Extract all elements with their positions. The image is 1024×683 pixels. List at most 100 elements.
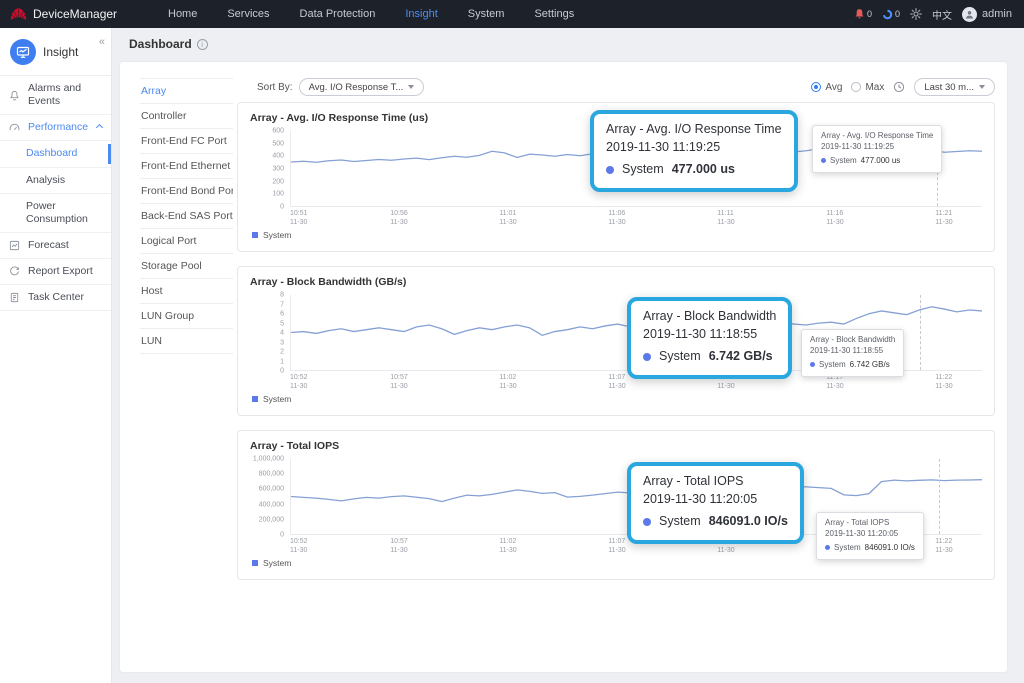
x-tick-date: 11-30 [290, 219, 308, 227]
sort-by-value: Avg. I/O Response T... [308, 81, 404, 93]
y-axis-labels: 1,000,000 800,000 600,000 400,000 200,000 0 [250, 456, 290, 539]
sidebar-item-alarms-and-events[interactable]: Alarms and Events [0, 76, 111, 116]
category-lun[interactable]: LUN [140, 329, 233, 354]
sidebar-item-label: Forecast [28, 238, 69, 251]
radio-avg[interactable]: Avg [811, 82, 842, 93]
nav-services[interactable]: Services [227, 8, 270, 20]
x-tick-date: 11-30 [935, 219, 953, 227]
callout-series-name: System [659, 349, 701, 363]
radio-max-label: Max [865, 81, 885, 93]
y-tick-label: 0 [280, 203, 284, 211]
forecast-icon [9, 240, 22, 251]
nav-insight[interactable]: Insight [405, 8, 438, 20]
sidebar-item-label: Report Export [28, 265, 93, 277]
legend-marker-icon [252, 232, 258, 238]
y-axis-labels: 600 500 400 300 200 100 0 [250, 128, 290, 211]
x-tick-label: 11:02 11-30 [499, 373, 516, 391]
sidebar-item-analysis[interactable]: Analysis [0, 168, 111, 194]
annotation-callout: Array - Block Bandwidth 2019-11-30 11:18:… [627, 297, 793, 379]
tooltip-series-row: System 846091.0 IO/s [825, 543, 915, 554]
chart-panels: Array - Avg. I/O Response Time (us) 600 50… [237, 102, 995, 580]
y-tick-label: 100 [272, 190, 284, 198]
sidebar-item-power-consumption[interactable]: Power Consumption [0, 194, 111, 233]
x-tick-time: 11:07 [608, 374, 626, 381]
sort-by-dropdown[interactable]: Avg. I/O Response T... [298, 78, 425, 96]
tooltip-datetime: 2019-11-30 11:18:55 [810, 345, 884, 355]
x-tick-label: 10:52 11-30 [290, 373, 308, 391]
alarm-indicator[interactable]: 0 [854, 8, 872, 20]
x-axis-labels: 10:51 11-30 10:56 11-30 11:01 11-30 11:06 11-30… [290, 209, 982, 226]
huawei-logo-icon [10, 7, 27, 20]
language-switch[interactable]: 中文 [932, 10, 953, 22]
tooltip-series-name: System [834, 542, 861, 552]
x-tick-time: 11:11 [717, 210, 734, 217]
x-tick-date: 11-30 [499, 219, 517, 227]
sidebar-collapse-icon[interactable]: « [98, 36, 105, 48]
x-tick-date: 11-30 [390, 547, 408, 555]
category-front-end-fc-port[interactable]: Front-End FC Port [140, 129, 233, 154]
category-storage-pool[interactable]: Storage Pool [140, 254, 233, 279]
x-tick-time: 10:51 [290, 210, 308, 217]
x-tick-date: 11-30 [935, 383, 953, 391]
category-lun-group[interactable]: LUN Group [140, 304, 233, 329]
radio-max[interactable]: Max [851, 82, 884, 93]
chart-tooltip: Array - Total IOPS 2019-11-30 11:20:05 Sys… [816, 512, 924, 561]
category-controller[interactable]: Controller [140, 104, 233, 129]
callout-datetime: 2019-11-30 11:19:25 [606, 139, 721, 154]
user-menu[interactable]: admin [962, 6, 1012, 22]
tooltip-value: 477.000 us [860, 155, 901, 165]
callout-series-name: System [622, 162, 664, 176]
info-icon[interactable] [196, 38, 208, 50]
hover-crosshair [919, 295, 921, 370]
running-tasks-icon [882, 9, 893, 19]
sidebar-item-label: Alarms and Events [28, 82, 82, 108]
nav-home[interactable]: Home [168, 8, 198, 20]
chart-legend[interactable]: System [252, 230, 982, 240]
y-tick-label: 3 [280, 339, 284, 346]
category-front-end-bond-port[interactable]: Front-End Bond Port [140, 179, 233, 204]
user-icon [965, 10, 974, 19]
controls-row: Sort By: Avg. I/O Response T... Avg Max … [257, 78, 995, 96]
time-range-dropdown[interactable]: Last 30 m... [914, 78, 995, 96]
radio-max-dot [851, 82, 862, 92]
tooltip-title: Array - Avg. I/O Response Time [821, 131, 934, 140]
nav-settings[interactable]: Settings [534, 8, 575, 20]
sidebar-item-label: Task Center [28, 291, 85, 304]
chart-legend[interactable]: System [252, 558, 982, 568]
x-axis-labels: 10:52 11-30 10:57 11-30 11:02 11-30 11:07 11-30… [290, 373, 982, 390]
tooltip-value: 6.742 GB/s [849, 359, 890, 369]
nav-data-protection[interactable]: Data Protection [299, 8, 376, 20]
tooltip-series-row: System 477.000 us [821, 156, 933, 167]
y-tick-label: 400,000 [258, 501, 284, 509]
chart-legend[interactable]: System [252, 394, 982, 404]
clock-icon[interactable] [893, 81, 905, 93]
tooltip-title: Array - Block Bandwidth [810, 335, 896, 344]
insight-app-icon [10, 39, 36, 65]
nav-system[interactable]: System [467, 8, 505, 20]
category-host[interactable]: Host [140, 279, 233, 304]
series-dot-icon [825, 545, 830, 551]
legend-label: System [263, 558, 292, 568]
legend-marker-icon [252, 396, 258, 402]
settings-gear-icon[interactable] [910, 8, 922, 20]
time-range-value: Last 30 m... [924, 81, 974, 93]
callout-title: Array - Total IOPS [643, 474, 744, 488]
tooltip-datetime: 2019-11-30 11:20:05 [825, 528, 899, 538]
category-array[interactable]: Array [140, 78, 233, 104]
top-bar: DeviceManager Home Services Data Protectio… [0, 0, 1024, 28]
sidebar-item-label: Analysis [26, 173, 66, 186]
x-tick-date: 11-30 [499, 383, 517, 391]
sidebar-item-dashboard[interactable]: Dashboard [0, 141, 111, 168]
x-tick-time: 11:06 [608, 210, 626, 217]
sidebar-item-forecast[interactable]: Forecast [0, 233, 111, 259]
chart-panel-1: Array - Avg. I/O Response Time (us) 600 50… [237, 102, 995, 252]
sidebar-item-performance[interactable]: Performance [0, 115, 111, 142]
callout-title: Array - Avg. I/O Response Time [606, 122, 782, 136]
category-front-end-ethernet-por[interactable]: Front-End Ethernet Por [140, 154, 233, 179]
sidebar-item-report-export[interactable]: Report Export [0, 259, 111, 286]
alarm-count: 0 [867, 9, 873, 19]
category-logical-port[interactable]: Logical Port [140, 229, 233, 254]
sidebar-item-task-center[interactable]: Task Center [0, 285, 111, 312]
category-back-end-sas-port[interactable]: Back-End SAS Port [140, 204, 233, 229]
task-indicator[interactable]: 0 [882, 9, 900, 20]
